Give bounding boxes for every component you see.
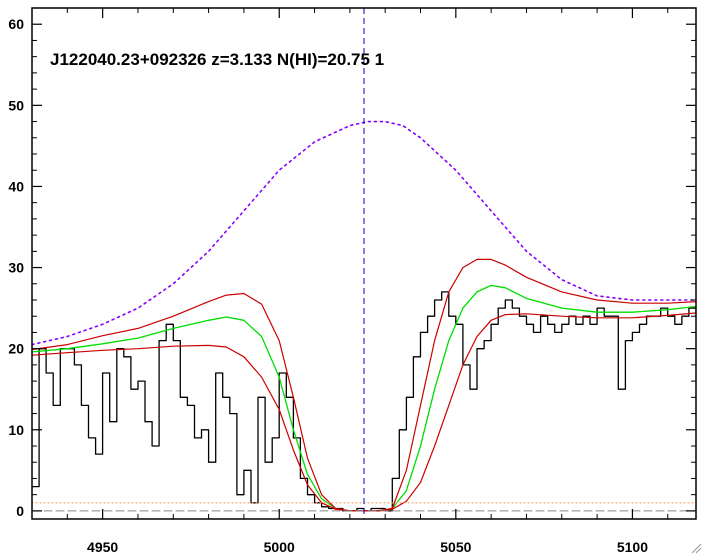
y-tick-label: 0 — [16, 503, 24, 519]
y-tick-label: 30 — [8, 260, 24, 276]
x-tick-label: 5100 — [617, 539, 648, 555]
tick-labels: 4950 5000 5050 5100 0 10 20 30 40 50 60 — [8, 16, 648, 555]
plot-frame — [31, 7, 697, 520]
resize-grip-icon[interactable] — [690, 542, 702, 554]
x-tick-label: 4950 — [87, 539, 118, 555]
axis-ticks — [31, 7, 696, 519]
x-tick-label: 5000 — [264, 539, 295, 555]
series-flux — [32, 291, 696, 512]
y-tick-label: 10 — [8, 422, 24, 438]
series-layer — [32, 120, 696, 512]
x-tick-label: 5050 — [440, 539, 471, 555]
series-continuum — [32, 120, 696, 346]
y-tick-label: 60 — [8, 16, 24, 32]
plot-title: J122040.23+092326 z=3.133 N(HI)=20.75 1 — [50, 50, 384, 69]
y-tick-label: 40 — [8, 178, 24, 194]
y-tick-label: 50 — [8, 97, 24, 113]
y-tick-label: 20 — [8, 341, 24, 357]
